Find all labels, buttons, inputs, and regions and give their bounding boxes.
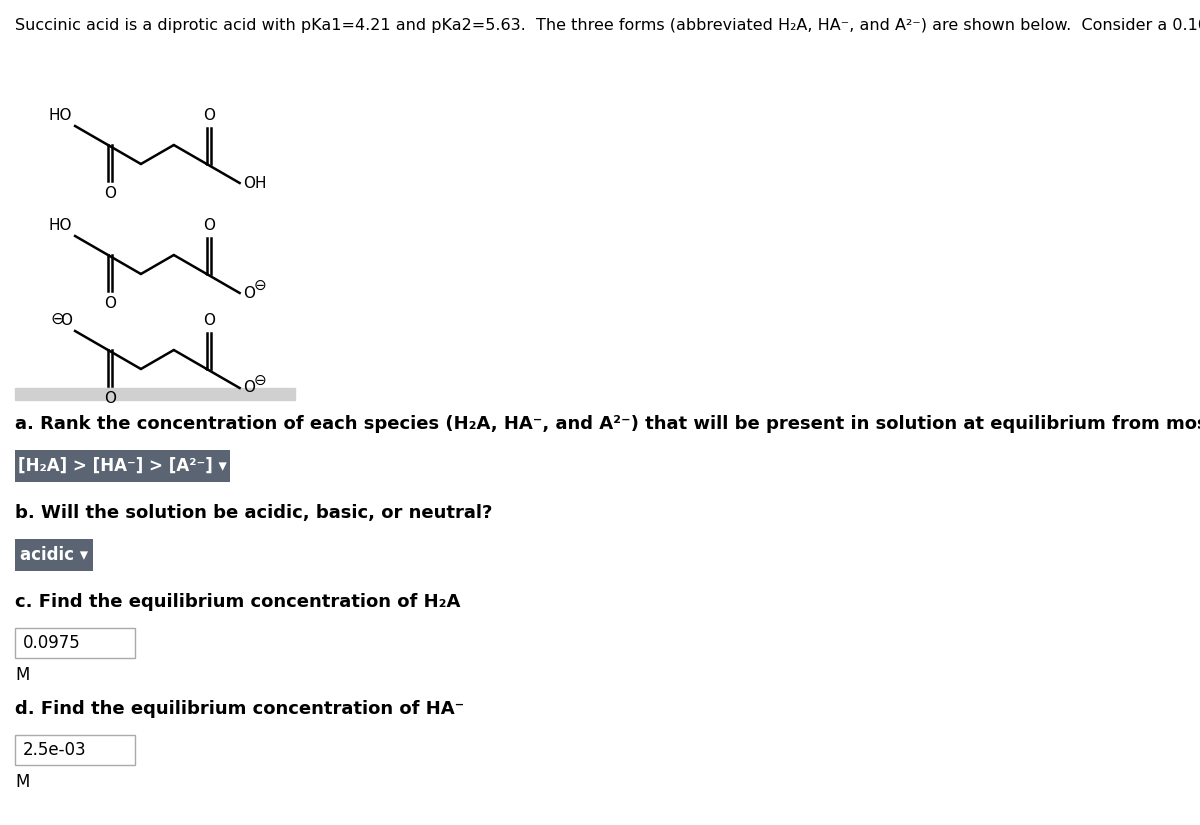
Text: O: O [104, 296, 116, 311]
Text: O: O [203, 218, 215, 233]
Text: a. Rank the concentration of each species (H₂A, HA⁻, and A²⁻) that will be prese: a. Rank the concentration of each specie… [14, 415, 1200, 433]
Text: 2.5e-03: 2.5e-03 [23, 741, 86, 759]
Text: OH: OH [242, 176, 266, 191]
Text: ⊖: ⊖ [253, 277, 266, 293]
Text: 0.0975: 0.0975 [23, 634, 80, 652]
Text: M: M [14, 773, 29, 791]
Text: b. Will the solution be acidic, basic, or neutral?: b. Will the solution be acidic, basic, o… [14, 504, 492, 522]
Text: O: O [203, 108, 215, 123]
Text: O: O [104, 186, 116, 201]
Text: ⊖: ⊖ [253, 373, 266, 388]
Text: Succinic acid is a diprotic acid with pKa1=4.21 and pKa2=5.63.  The three forms : Succinic acid is a diprotic acid with pK… [14, 18, 1200, 33]
FancyBboxPatch shape [14, 539, 94, 571]
Text: c. Find the equilibrium concentration of H₂A: c. Find the equilibrium concentration of… [14, 593, 461, 611]
Text: O: O [242, 380, 254, 395]
Bar [14, 388, 295, 400]
Text: M: M [14, 666, 29, 684]
Text: O: O [104, 391, 116, 406]
Text: acidic ▾: acidic ▾ [20, 546, 88, 564]
Text: O: O [203, 313, 215, 328]
FancyBboxPatch shape [14, 450, 230, 482]
Text: HO: HO [48, 218, 72, 233]
Text: [H₂A] > [HA⁻] > [A²⁻] ▾: [H₂A] > [HA⁻] > [A²⁻] ▾ [18, 457, 227, 475]
Text: HO: HO [48, 108, 72, 123]
Text: O: O [242, 285, 254, 300]
FancyBboxPatch shape [14, 628, 134, 658]
Text: d. Find the equilibrium concentration of HA⁻: d. Find the equilibrium concentration of… [14, 700, 464, 718]
Text: O: O [60, 313, 72, 328]
FancyBboxPatch shape [14, 735, 134, 765]
Text: ⊖: ⊖ [50, 310, 64, 328]
